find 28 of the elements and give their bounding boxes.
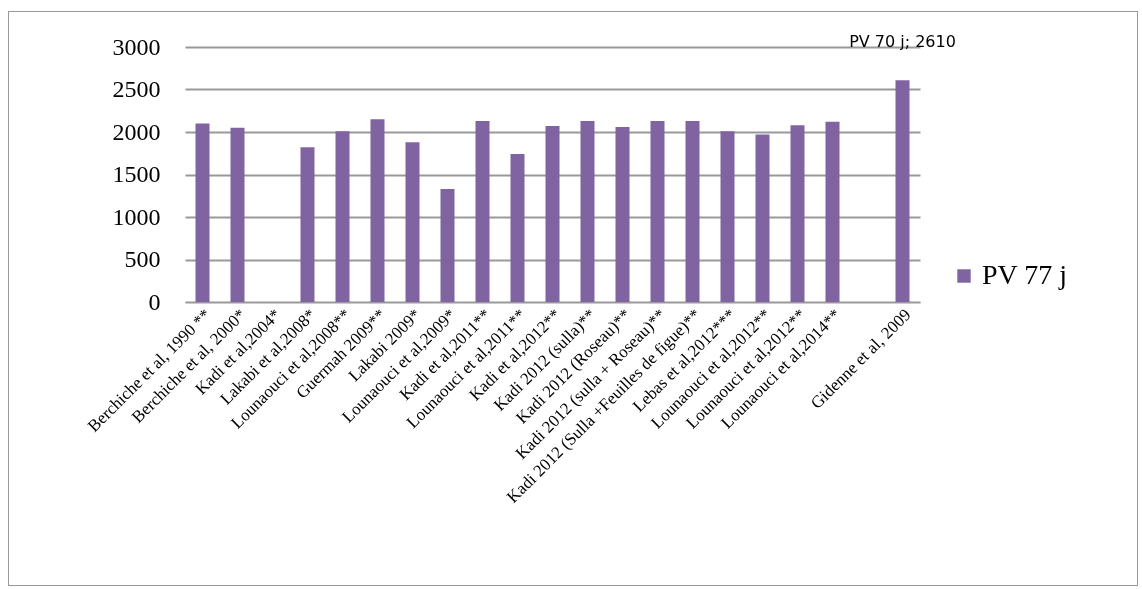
annotation: PV 70 j; 2610 — [849, 32, 956, 52]
bar — [580, 120, 595, 302]
bar — [895, 80, 910, 302]
y-tick-label: 2500 — [112, 76, 161, 102]
y-tick-label: 500 — [124, 246, 161, 272]
bar — [650, 120, 665, 302]
bar — [755, 134, 770, 302]
bar — [475, 120, 490, 302]
bar — [335, 131, 350, 302]
legend-label: PV 77 j — [982, 259, 1068, 290]
bar — [440, 188, 455, 302]
y-tick-label: 3000 — [112, 33, 161, 60]
y-tick-label: 0 — [148, 288, 161, 315]
bar — [370, 119, 385, 302]
y-tick-label: 2000 — [112, 118, 161, 145]
bar — [230, 127, 245, 302]
bar — [510, 154, 525, 302]
bar — [405, 142, 420, 302]
bar — [790, 125, 805, 302]
bar — [685, 120, 700, 302]
bar — [195, 123, 210, 302]
bar — [545, 126, 560, 302]
y-tick-label: 1500 — [112, 161, 161, 187]
bar — [825, 121, 840, 302]
bar — [720, 131, 735, 302]
bar — [615, 126, 630, 302]
y-tick-label: 1000 — [112, 203, 161, 230]
bar — [300, 147, 315, 302]
